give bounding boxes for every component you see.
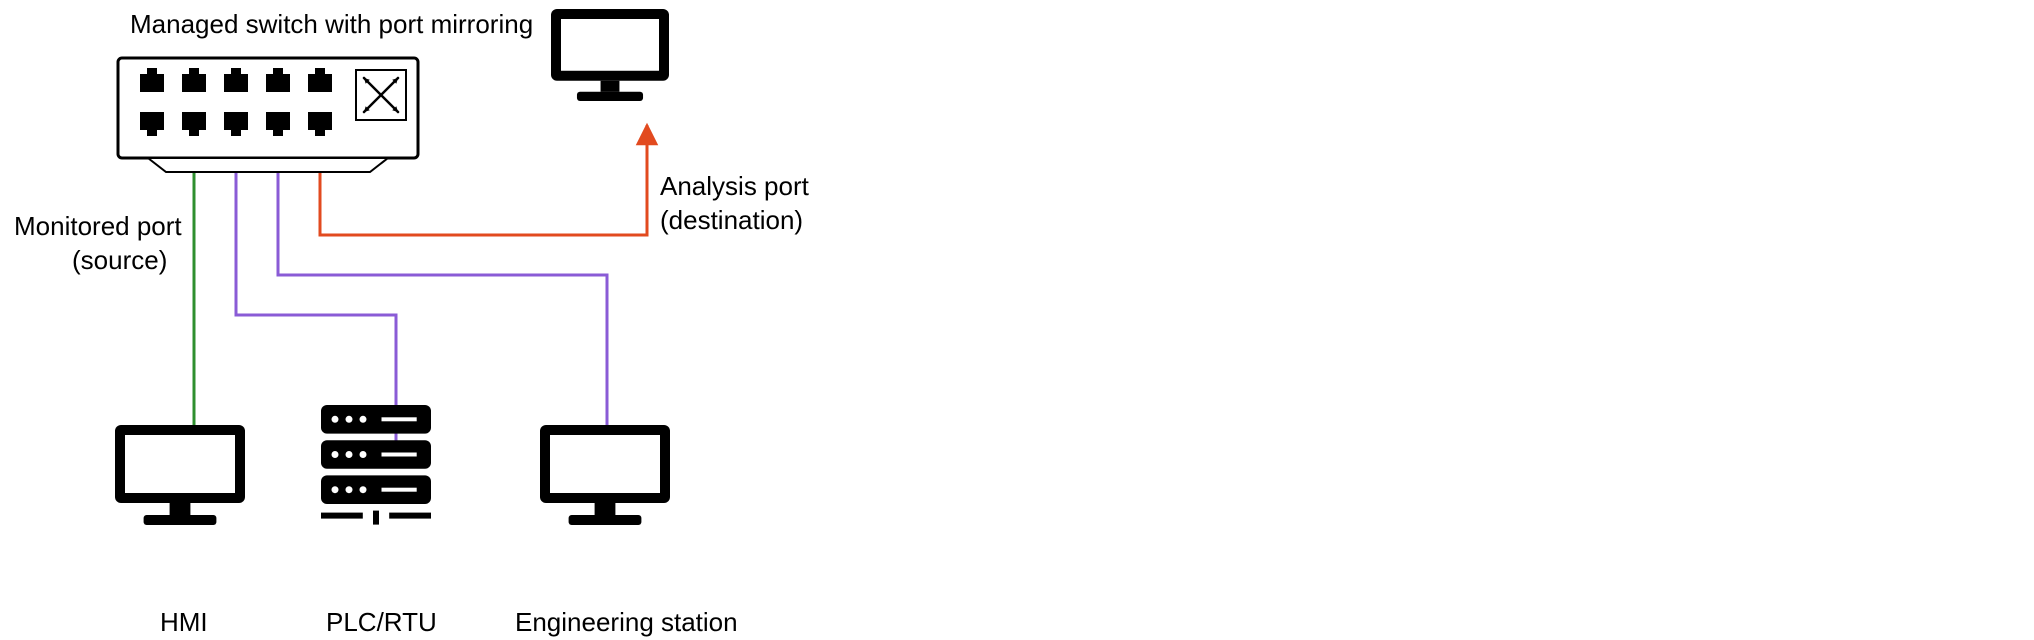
managed-switch <box>118 58 418 172</box>
analysis-port-label-line2: (destination) <box>660 204 803 237</box>
eng-station-label: Engineering station <box>515 606 738 639</box>
diagram-stage: Managed switch with port mirroring Monit… <box>0 0 2034 640</box>
monitored-port-label-line2: (source) <box>72 244 167 277</box>
hmi-label: HMI <box>160 606 208 639</box>
plc-rtu-label: PLC/RTU <box>326 606 437 639</box>
engineering-station-icon <box>540 425 670 525</box>
plc-rtu-icon <box>321 405 431 525</box>
hmi-icon <box>115 425 245 525</box>
analysis-pc-icon <box>551 9 669 101</box>
analysis-port-label-line1: Analysis port <box>660 170 809 203</box>
diagram-svg <box>0 0 2034 640</box>
switch-title-label: Managed switch with port mirroring <box>130 8 533 41</box>
monitored-port-label-line1: Monitored port <box>14 210 182 243</box>
plc-cable <box>236 132 396 450</box>
switch-tray <box>148 158 388 172</box>
